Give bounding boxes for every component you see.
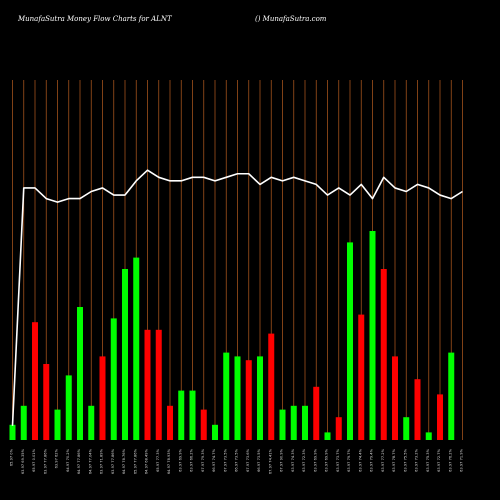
flow-bar <box>110 318 117 440</box>
x-tick-label: 63.97 75.5% <box>403 448 407 471</box>
flow-bar <box>155 329 162 440</box>
x-tick-label: 63.97 79.4% <box>370 448 374 471</box>
flow-bar <box>335 417 342 440</box>
x-tick-label: 65.97 77.3% <box>156 448 160 471</box>
x-tick-label: 63.97 77.86% <box>43 448 47 474</box>
flow-bar <box>403 417 410 440</box>
x-tick-label: 64.97 78.76% <box>122 448 126 474</box>
flow-bar <box>392 356 398 440</box>
flow-bar <box>448 352 455 440</box>
flow-bar <box>313 386 320 440</box>
x-tick-label: 63.97 74.3% <box>291 448 295 471</box>
x-tick-label: 63.97 69.9% <box>325 448 329 471</box>
x-tick-label: 63.97 77.2% <box>381 448 385 471</box>
flow-bar <box>324 432 331 440</box>
flow-bar <box>234 356 241 440</box>
x-tick-label: 63.97 74.4% <box>358 448 362 471</box>
x-tick-label: 67.97 74.41% <box>268 448 272 474</box>
x-tick-label: 64.97 77.04% <box>88 448 92 474</box>
x-tick-label: 63.97 73.7% <box>336 448 340 471</box>
flow-bar <box>302 405 308 440</box>
x-tick-label: 63.97 66.2% <box>190 448 194 471</box>
x-tick-label: 64.97 68.49% <box>145 448 149 474</box>
chart-title: MunafaSutra Money Flow Charts for ALNT <box>17 15 173 23</box>
x-tick-label: 63.97 76.2% <box>448 448 452 471</box>
flow-bar <box>43 364 50 440</box>
x-tick-label: 63.97 72.3% <box>302 448 306 471</box>
flow-bar <box>200 409 207 440</box>
site-credit: () MunafaSutra.com <box>255 15 327 23</box>
x-tick-label: 64.97 77.86% <box>77 448 81 474</box>
x-tick-label: 63.97 75.3% <box>426 448 430 471</box>
x-tick-label: 65.97 0% <box>10 448 14 466</box>
flow-bar <box>380 269 387 440</box>
x-tick-label: 63.97 78.7% <box>392 448 396 471</box>
x-tick-label: 66.97 73.5% <box>235 448 239 471</box>
x-tick-label: 63.97 69.35% <box>21 448 25 474</box>
x-tick-label: 63.97 79.7% <box>347 448 351 471</box>
bar-series <box>9 231 455 440</box>
flow-bar <box>77 307 83 440</box>
flow-bar <box>212 424 218 440</box>
x-tick-label: 63.97 69.9% <box>178 448 182 471</box>
flow-bar <box>414 379 421 440</box>
flow-bar <box>425 432 432 440</box>
flow-bar <box>65 375 72 440</box>
flow-bar <box>167 405 173 440</box>
flow-bar <box>358 314 365 440</box>
flow-bar <box>178 390 185 440</box>
flow-bar <box>144 329 151 440</box>
x-tick-label: 66.97 74.7% <box>212 448 216 471</box>
x-tick-label: 65.97 0.01% <box>32 448 36 471</box>
x-tick-label: 67.97 73.6% <box>246 448 250 471</box>
flow-bar <box>437 394 443 440</box>
x-tick-label: 64.97 78.93% <box>167 448 171 474</box>
flow-bar <box>347 242 353 440</box>
x-tick-label: 63.97 62% <box>55 448 59 468</box>
flow-bar <box>257 356 263 440</box>
flow-bar <box>189 390 196 440</box>
flow-bar <box>9 424 16 440</box>
x-tick-label: 66.97 73.5% <box>257 448 261 471</box>
x-tick-label: 63.97 71.89% <box>100 448 104 474</box>
x-tick-label: 63.97 77.86% <box>111 448 115 474</box>
x-tick-label: 63.97 69.9% <box>313 448 317 471</box>
flow-bar <box>369 231 376 440</box>
flow-bar <box>279 409 286 440</box>
flow-bar <box>223 352 230 440</box>
flow-bar <box>20 405 27 440</box>
flow-bar <box>88 405 95 440</box>
flow-bar <box>133 257 140 440</box>
flow-bar <box>290 405 297 440</box>
x-tick-label: 67.97 73.5% <box>223 448 227 471</box>
flow-bar <box>245 360 252 440</box>
x-tick-labels: 65.97 0% 63.97 69.35% 65.97 0.01% 63.97 77.… <box>10 448 464 474</box>
flow-bar <box>268 333 275 440</box>
x-tick-label: 64.97 70.2% <box>66 448 70 471</box>
flow-bar <box>99 356 106 440</box>
x-tick-label: 63.97 73.2% <box>415 448 419 471</box>
x-tick-label: 67.97 79.3% <box>201 448 205 471</box>
x-tick-label: 63.97 71.9% <box>460 448 464 471</box>
x-tick-label: 65.97 77.86% <box>133 448 137 474</box>
flow-bar <box>54 409 61 440</box>
x-tick-label: 67.97 90.9% <box>280 448 284 471</box>
flow-bar <box>122 269 128 440</box>
flow-bar <box>32 322 38 440</box>
x-tick-label: 63.97 72.7% <box>437 448 441 471</box>
money-flow-line <box>11 169 463 426</box>
